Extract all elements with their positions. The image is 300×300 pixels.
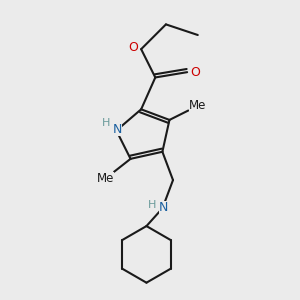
Text: Me: Me (97, 172, 115, 185)
Text: N: N (112, 123, 122, 136)
Text: O: O (190, 66, 200, 79)
Text: O: O (128, 41, 138, 54)
Text: H: H (102, 118, 110, 128)
Text: H: H (148, 200, 157, 210)
Text: N: N (159, 201, 169, 214)
Text: Me: Me (189, 99, 206, 112)
